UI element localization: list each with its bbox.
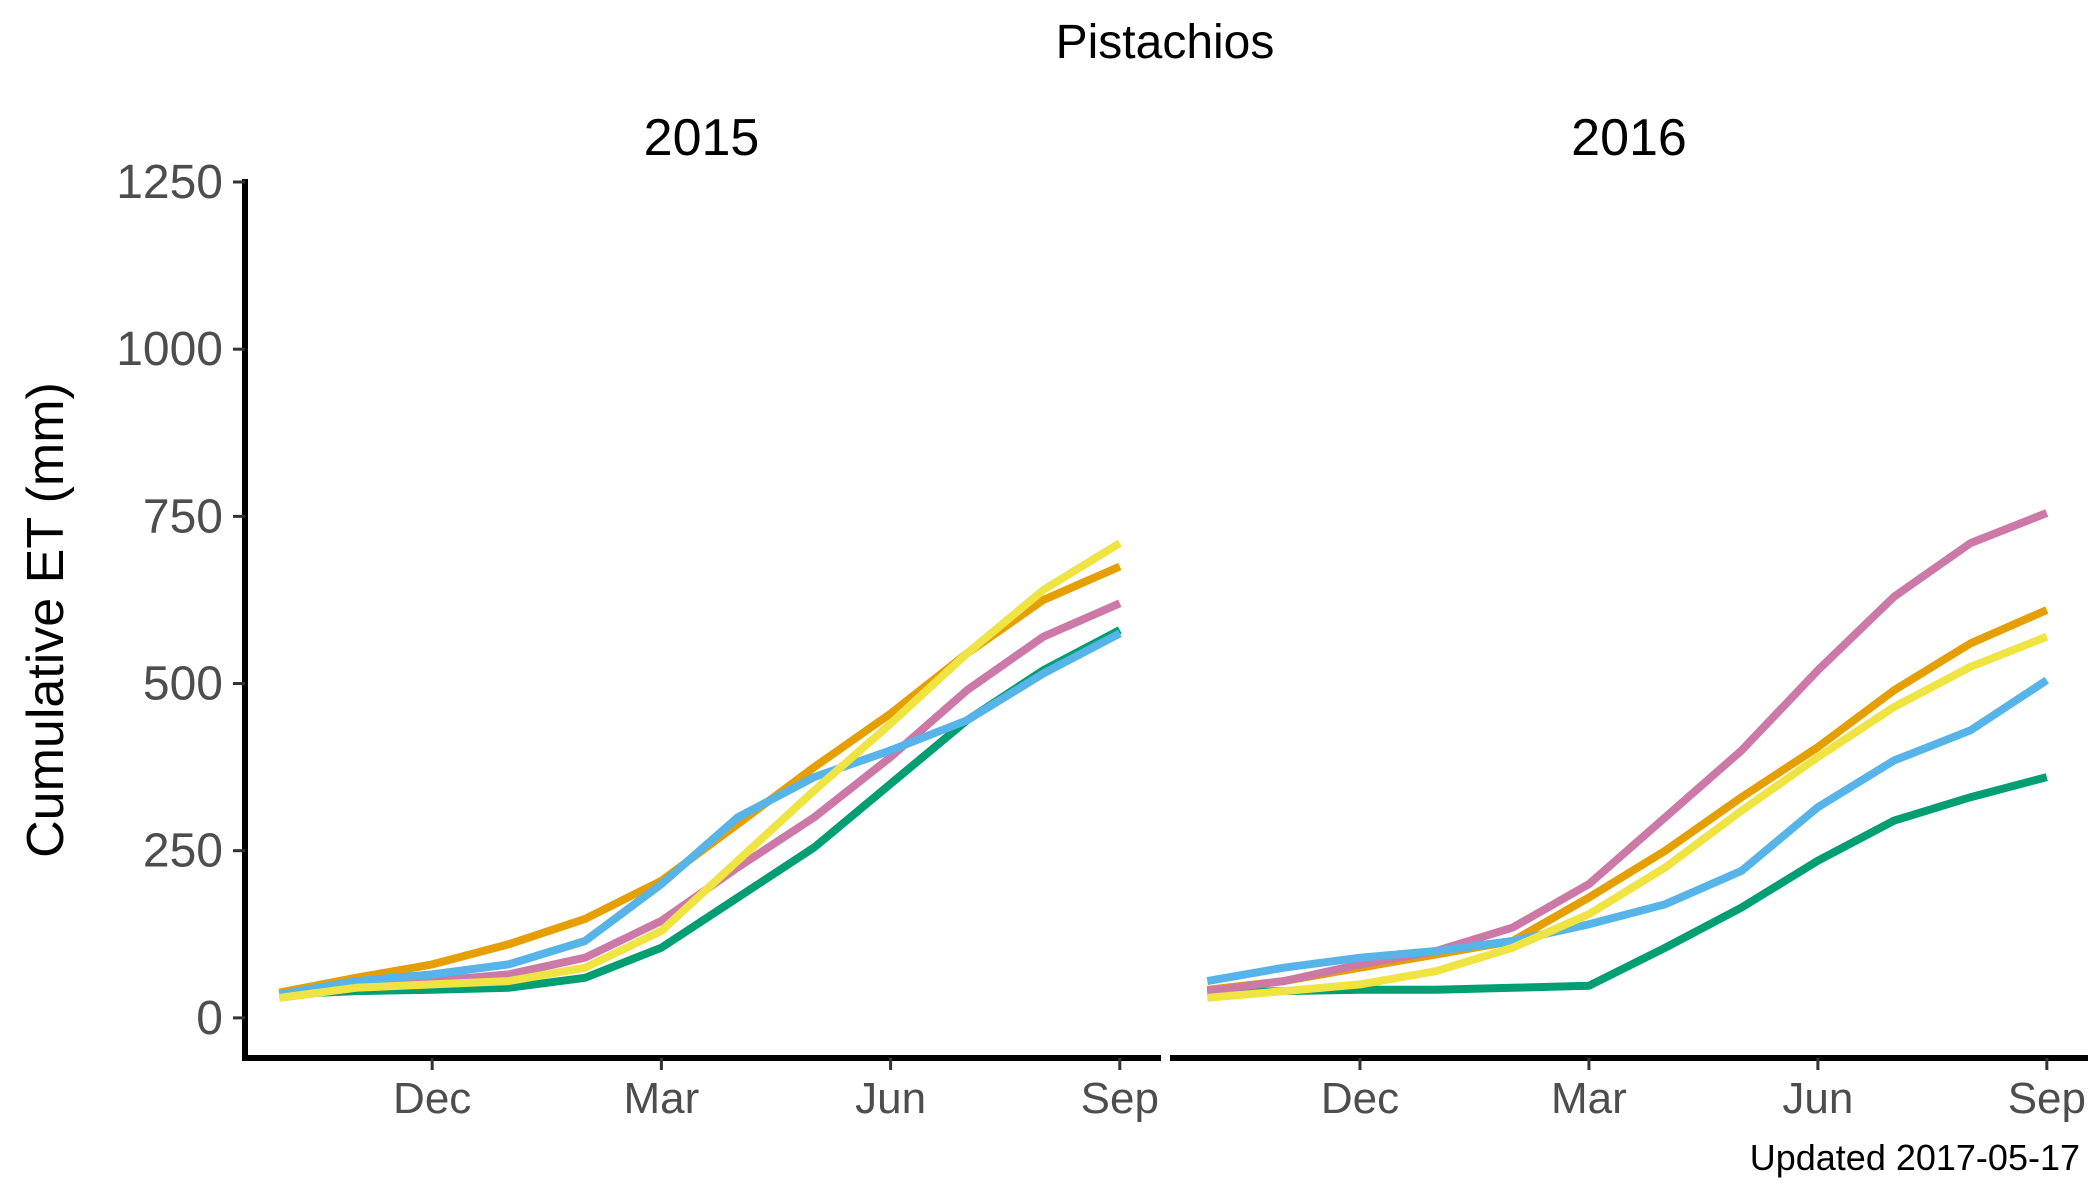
panel-title: 2016: [1571, 109, 1687, 167]
series-line: [278, 539, 1122, 1002]
facet-panels: 2015 Dec Mar Jun Sep 0 250 500 750 1000 1250 2016 De…: [116, 109, 2088, 1123]
x-tick-label: Jun: [1782, 1074, 1853, 1123]
y-tick-label: 0: [196, 992, 223, 1045]
x-tick-label: Sep: [2008, 1074, 2086, 1123]
x-tick-label: Mar: [1551, 1074, 1627, 1123]
y-tick-label: 500: [143, 658, 223, 711]
y-tick-label: 1250: [116, 156, 223, 209]
series-line: [279, 626, 1122, 999]
x-tick-label: Mar: [623, 1074, 699, 1123]
x-tick-label: Jun: [855, 1074, 926, 1123]
series-line: [1206, 632, 2049, 1002]
chart-title: Pistachios: [1056, 16, 1275, 69]
series-line: [278, 599, 1122, 1002]
y-axis-label: Cumulative ET (mm): [17, 382, 75, 858]
x-tick-label: Dec: [393, 1074, 471, 1123]
panel-title: 2015: [644, 109, 760, 167]
series-line: [1207, 773, 2048, 997]
x-tick-label: Sep: [1081, 1074, 1159, 1123]
series-line: [278, 629, 1122, 999]
x-tick-label: Dec: [1321, 1074, 1399, 1123]
y-tick-label: 250: [143, 825, 223, 878]
y-tick-label: 750: [143, 490, 223, 543]
updated-caption: Updated 2017-05-17: [1750, 1137, 2080, 1178]
series-line: [1206, 676, 2049, 986]
series-line: [1206, 606, 2049, 994]
panel-2016: 2016 Dec Mar Jun Sep: [1170, 109, 2088, 1123]
panel-2015: 2015 Dec Mar Jun Sep 0 250 500 750 1000 1250: [116, 109, 1161, 1123]
series-line: [1206, 509, 2049, 996]
y-tick-label: 1000: [116, 323, 223, 376]
